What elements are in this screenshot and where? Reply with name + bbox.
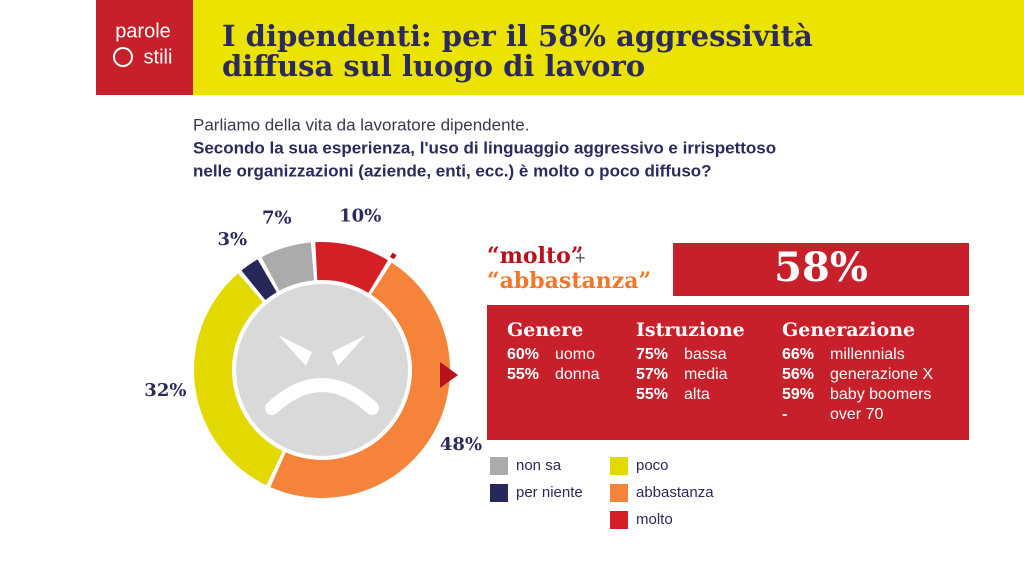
group-value: 56% bbox=[782, 366, 814, 383]
value-label: 48% bbox=[440, 434, 482, 455]
group-value: 75% bbox=[636, 346, 668, 363]
question-intro: Parliamo della vita da lavoratore dipend… bbox=[193, 115, 529, 134]
title: I dipendenti: per il 58% aggressività bbox=[222, 19, 813, 53]
question: nelle organizzazioni (aziende, enti, ecc… bbox=[193, 161, 712, 180]
group-value: 55% bbox=[507, 366, 539, 383]
group-label: bassa bbox=[684, 346, 727, 363]
group-label: over 70 bbox=[830, 406, 883, 423]
legend: non sa per niente poco abbastanza molto bbox=[490, 457, 714, 529]
legend-swatch bbox=[490, 457, 508, 475]
group-value: 55% bbox=[636, 386, 668, 403]
legend-swatch bbox=[610, 457, 628, 475]
legend-swatch bbox=[490, 484, 508, 502]
logo-text: stili bbox=[144, 46, 173, 68]
breakdown-box bbox=[487, 305, 969, 440]
legend-swatch bbox=[610, 511, 628, 529]
group-label: generazione X bbox=[830, 366, 934, 383]
summary-label: “abbastanza” bbox=[487, 268, 651, 294]
question: Secondo la sua esperienza, l'uso di ling… bbox=[193, 138, 776, 157]
group-label: baby boomers bbox=[830, 386, 931, 403]
group-value: 60% bbox=[507, 346, 539, 363]
summary-label: “molto” bbox=[487, 243, 583, 269]
face bbox=[236, 284, 408, 456]
legend-label: abbastanza bbox=[636, 484, 714, 501]
summary-label: + bbox=[575, 248, 586, 268]
group-label: millennials bbox=[830, 346, 905, 363]
group-value: - bbox=[782, 406, 787, 423]
face-eyes bbox=[278, 335, 366, 366]
group-title: Istruzione bbox=[636, 319, 745, 341]
face-mouth bbox=[265, 378, 379, 415]
group-label: media bbox=[684, 366, 728, 383]
legend-swatch bbox=[610, 484, 628, 502]
value-label: 7% bbox=[262, 208, 292, 229]
total-box bbox=[673, 243, 969, 296]
slice bbox=[261, 242, 315, 291]
title: diffusa sul luogo di lavoro bbox=[222, 49, 645, 83]
total: 58% bbox=[774, 244, 868, 291]
legend-label: molto bbox=[636, 511, 673, 528]
group-label: alta bbox=[684, 386, 710, 403]
logo-face bbox=[113, 47, 133, 67]
legend-label: poco bbox=[636, 457, 669, 474]
group-title: Genere bbox=[507, 319, 583, 341]
group-label: donna bbox=[555, 366, 600, 383]
value-label: 32% bbox=[144, 380, 186, 401]
logo-box bbox=[96, 0, 193, 95]
group-value: 57% bbox=[636, 366, 668, 383]
breakdown: Genere 60% uomo 55% donna Istruzione 75% bassa 5… bbox=[507, 319, 934, 423]
group-label: uomo bbox=[555, 346, 595, 363]
arrow bbox=[440, 362, 458, 388]
legend-label: per niente bbox=[516, 484, 583, 501]
legend-label: non sa bbox=[516, 457, 562, 474]
donut: 7% 3% 32% 48% 10% bbox=[144, 206, 482, 498]
group-value: 66% bbox=[782, 346, 814, 363]
logo-text: parole bbox=[115, 20, 171, 42]
slice bbox=[241, 259, 277, 301]
highlight-ring bbox=[389, 252, 397, 260]
group-value: 59% bbox=[782, 386, 814, 403]
slice bbox=[194, 273, 283, 486]
group-title: Generazione bbox=[782, 319, 915, 341]
value-label: 3% bbox=[217, 229, 247, 250]
value-label: 10% bbox=[339, 206, 381, 227]
header-band bbox=[96, 0, 1024, 95]
slice bbox=[270, 262, 450, 498]
slice bbox=[315, 242, 388, 293]
